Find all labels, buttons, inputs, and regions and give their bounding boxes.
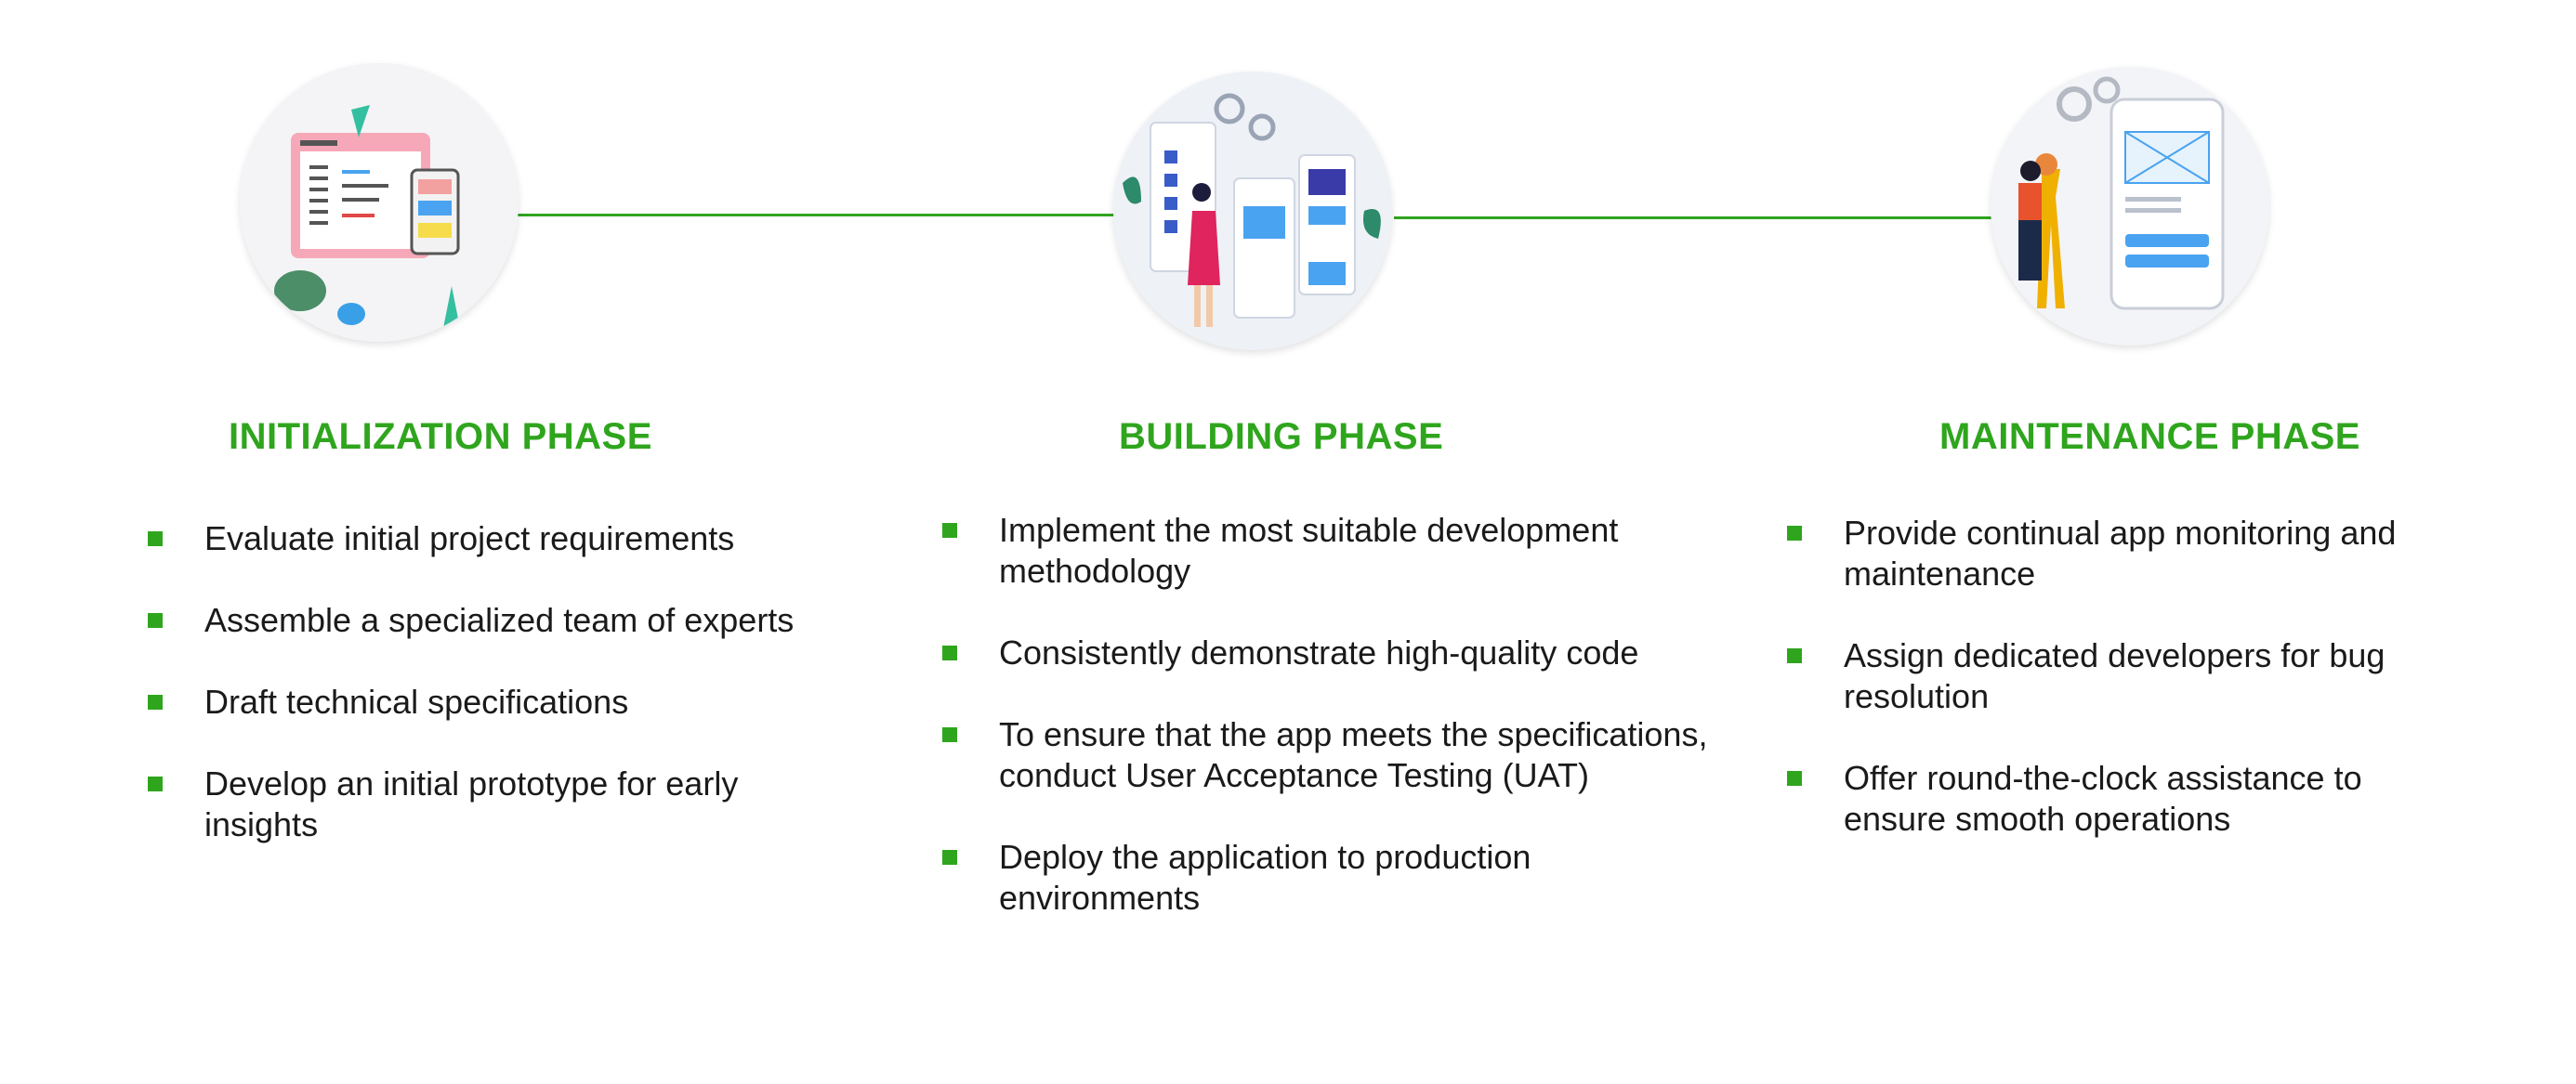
maintenance-phase-title: MAINTENANCE PHASE xyxy=(1939,416,2360,457)
bullet-square-icon xyxy=(942,727,957,742)
list-item: Offer round-the-clock assistance to ensu… xyxy=(1787,758,2457,840)
building-illustration xyxy=(1113,72,1392,350)
list-item: Implement the most suitable development … xyxy=(942,510,1705,592)
connector-line-1 xyxy=(516,214,1120,216)
initialization-illustration xyxy=(240,63,519,342)
list-item: Deploy the application to production env… xyxy=(942,837,1649,919)
list-item: Draft technical specifications xyxy=(148,682,910,723)
building-list: Implement the most suitable development … xyxy=(942,510,1769,960)
bullet-square-icon xyxy=(1787,526,1802,541)
list-item: Develop an initial prototype for early i… xyxy=(148,764,799,845)
bullet-square-icon xyxy=(148,613,163,628)
bullet-square-icon xyxy=(148,777,163,791)
list-item: Consistently demonstrate high-quality co… xyxy=(942,633,1769,673)
list-item: Assign dedicated developers for bug reso… xyxy=(1787,635,2457,717)
connector-line-2 xyxy=(1394,216,1998,219)
bullet-square-icon xyxy=(148,531,163,546)
bullet-square-icon xyxy=(942,850,957,865)
initialization-phase-title: INITIALIZATION PHASE xyxy=(229,416,652,457)
maintenance-list: Provide continual app monitoring and mai… xyxy=(1787,513,2456,881)
list-item: Provide continual app monitoring and mai… xyxy=(1787,513,2457,594)
maintenance-illustration xyxy=(1991,67,2269,346)
list-item: To ensure that the app meets the specifi… xyxy=(942,714,1817,796)
list-item: Evaluate initial project requirements xyxy=(148,518,910,559)
bullet-square-icon xyxy=(148,695,163,710)
bullet-square-icon xyxy=(1787,648,1802,663)
bullet-square-icon xyxy=(942,523,957,538)
bullet-square-icon xyxy=(942,646,957,660)
initialization-list: Evaluate initial project requirements As… xyxy=(148,518,910,886)
list-item: Assemble a specialized team of experts xyxy=(148,600,910,641)
bullet-square-icon xyxy=(1787,771,1802,786)
building-phase-title: BUILDING PHASE xyxy=(1119,416,1444,457)
